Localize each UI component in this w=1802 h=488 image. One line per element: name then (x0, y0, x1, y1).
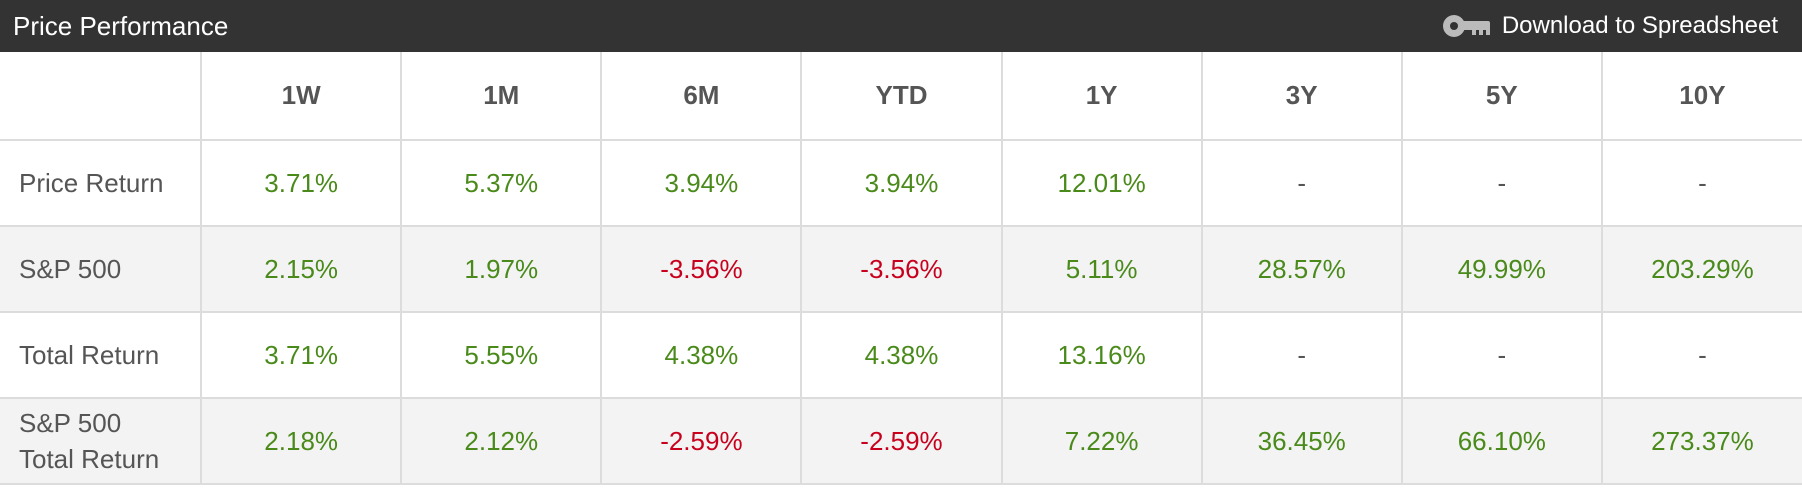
cell-value: 3.71% (201, 140, 403, 227)
cell-value: 4.38% (601, 312, 803, 399)
cell-value: - (1401, 312, 1603, 399)
column-header-3y: 3Y (1201, 52, 1403, 141)
cell-value: 3.94% (801, 140, 1003, 227)
column-header-1m: 1M (401, 52, 603, 141)
row-label-line: Price Return (19, 168, 164, 198)
column-header-5y: 5Y (1401, 52, 1603, 141)
column-header-ytd: YTD (801, 52, 1003, 141)
cell-value: 5.11% (1001, 226, 1203, 313)
cell-value: 1.97% (401, 226, 603, 313)
table-row: S&P 500 Total Return 2.18% 2.12% -2.59% -… (0, 398, 1802, 485)
cell-value: - (1201, 140, 1403, 227)
row-label-line: Total Return (19, 444, 160, 474)
cell-value: 273.37% (1601, 398, 1802, 485)
table-row: Total Return 3.71% 5.55% 4.38% 4.38% 13.… (0, 312, 1802, 399)
cell-value: - (1601, 140, 1802, 227)
cell-value: 7.22% (1001, 398, 1203, 485)
row-label: S&P 500 (0, 226, 203, 313)
cell-value: 49.99% (1401, 226, 1603, 313)
cell-value: 5.55% (401, 312, 603, 399)
table-row: Price Return 3.71% 5.37% 3.94% 3.94% 12.… (0, 140, 1802, 227)
cell-value: 2.15% (201, 226, 403, 313)
widget-header: Price Performance Download to Spreadshee… (0, 0, 1802, 52)
cell-value: 203.29% (1601, 226, 1802, 313)
cell-value: - (1201, 312, 1403, 399)
cell-value: - (1401, 140, 1603, 227)
table-header-row: 1W 1M 6M YTD 1Y 3Y 5Y 10Y (0, 52, 1802, 141)
cell-value: 66.10% (1401, 398, 1603, 485)
column-header-1w: 1W (201, 52, 403, 141)
cell-value: 3.94% (601, 140, 803, 227)
cell-value: 3.71% (201, 312, 403, 399)
cell-value: 12.01% (1001, 140, 1203, 227)
cell-value: -2.59% (601, 398, 803, 485)
cell-value: 2.18% (201, 398, 403, 485)
row-label: Total Return (0, 312, 203, 399)
cell-value: -3.56% (601, 226, 803, 313)
row-label: S&P 500 Total Return (0, 398, 203, 485)
table-row: S&P 500 2.15% 1.97% -3.56% -3.56% 5.11% … (0, 226, 1802, 313)
row-label-line: Total Return (19, 340, 160, 370)
cell-value: 13.16% (1001, 312, 1203, 399)
cell-value: -3.56% (801, 226, 1003, 313)
cell-value: 28.57% (1201, 226, 1403, 313)
performance-table: 1W 1M 6M YTD 1Y 3Y 5Y 10Y Price Return 3… (0, 52, 1802, 485)
cell-value: 5.37% (401, 140, 603, 227)
column-header-6m: 6M (601, 52, 803, 141)
cell-value: 4.38% (801, 312, 1003, 399)
column-header-10y: 10Y (1601, 52, 1802, 141)
download-spreadsheet-link[interactable]: Download to Spreadsheet (1442, 12, 1778, 40)
row-label-line: S&P 500 (19, 254, 122, 284)
cell-value: 36.45% (1201, 398, 1403, 485)
row-label: Price Return (0, 140, 203, 227)
cell-value: - (1601, 312, 1802, 399)
cell-value: 2.12% (401, 398, 603, 485)
download-label: Download to Spreadsheet (1501, 12, 1778, 39)
row-label-line: S&P 500 (19, 408, 122, 438)
table-corner-cell (0, 52, 203, 141)
widget-title: Price Performance (13, 10, 229, 41)
column-header-1y: 1Y (1001, 52, 1203, 141)
cell-value: -2.59% (801, 398, 1003, 485)
key-icon (1442, 15, 1490, 37)
